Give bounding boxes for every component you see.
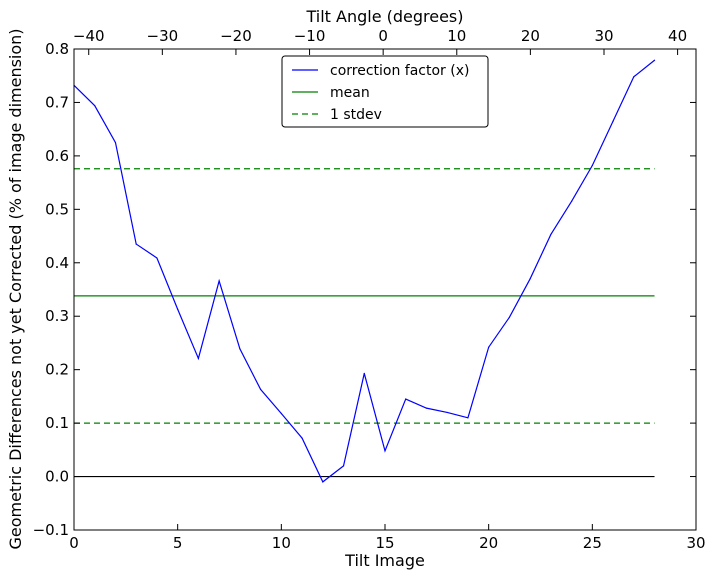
y-tick-label: 0.5 [45,200,69,218]
data-point [135,243,137,245]
y-axis-title: Geometric Differences not yet Corrected … [6,28,25,549]
data-point [363,372,365,375]
y-tick-label: 0.7 [45,93,69,111]
data-point [239,348,241,350]
legend-label-correction: correction factor (x) [330,63,469,79]
x2-tick-label: 20 [521,27,540,45]
data-point [260,388,262,391]
x2-tick-label: −10 [294,27,326,45]
x2-tick-label: 10 [447,27,466,45]
data-point [280,412,282,415]
x-tick-label: 5 [173,534,183,552]
x2-axis-title: Tilt Angle (degrees) [305,7,463,26]
data-point [114,141,117,144]
x2-tick-label: 30 [594,27,613,45]
data-point [550,233,552,236]
x-tick-label: 0 [69,534,79,552]
x-tick-label: 15 [375,534,394,552]
y-tick-label: 0.8 [45,40,69,58]
data-point [94,105,96,107]
x2-tick-label: −20 [220,27,252,45]
data-point [322,481,324,483]
data-point [156,257,158,259]
y-tick-label: 0.2 [45,361,69,379]
data-point [384,450,386,452]
y-tick-label: 0.4 [45,254,69,272]
legend-label-stdev: 1 stdev [330,107,382,123]
plot-frame [73,48,697,531]
data-point [218,280,220,282]
y-tick-label: 0.3 [45,307,69,325]
data-point [612,120,614,122]
data-point [177,308,179,310]
tick-layer: 0 5 10 15 20 25 30 −40 −30 −20 −10 0 10 20 30 40 −0.1 0.0… [33,27,706,552]
y-tick-label: −0.1 [33,521,69,539]
y-tick-label: 0.1 [45,414,69,432]
x-tick-label: 10 [272,534,291,552]
data-point [446,411,448,414]
y-tick-label: 0.0 [45,468,69,486]
x2-tick-label: 40 [668,27,687,45]
data-point [591,164,593,167]
x-tick-label: 25 [583,534,602,552]
x-tick-label: 30 [686,534,705,552]
legend-box [281,55,489,128]
series-layer [73,59,656,483]
data-point [467,417,469,419]
data-point [633,76,635,78]
data-point [508,316,510,318]
data-point [342,465,345,467]
x2-tick-label: 0 [378,27,388,45]
x2-tick-label: −30 [147,27,179,45]
data-point [488,346,490,348]
data-point [425,407,428,409]
data-point [405,398,407,400]
legend: correction factor (x) mean 1 stdev [281,55,489,128]
data-point [529,278,531,280]
data-point [571,200,573,202]
data-point [197,357,199,360]
x-tick-label: 20 [479,534,498,552]
y-tick-label: 0.6 [45,147,69,165]
x2-tick-label: −40 [73,27,105,45]
legend-label-mean: mean [330,85,370,101]
x-axis-title: Tilt Image [344,551,425,570]
data-point [301,437,303,439]
data-point [653,59,656,61]
